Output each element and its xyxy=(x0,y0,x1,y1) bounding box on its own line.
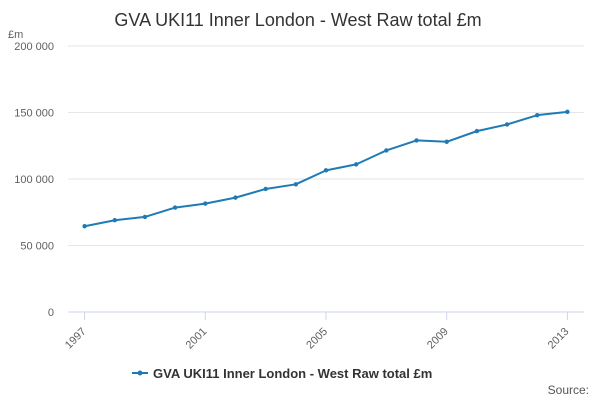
y-tick-label: 100 000 xyxy=(14,174,54,186)
series-layer xyxy=(82,109,570,229)
y-tick-label: 50 000 xyxy=(20,241,54,253)
data-point[interactable] xyxy=(444,139,449,144)
y-tick-label: 0 xyxy=(48,307,54,319)
legend[interactable]: GVA UKI11 Inner London - West Raw total … xyxy=(132,366,432,381)
x-tick-label: 2005 xyxy=(304,326,330,352)
data-point[interactable] xyxy=(233,195,238,200)
data-point[interactable] xyxy=(82,224,87,229)
data-point[interactable] xyxy=(142,214,148,220)
x-tick-label: 2001 xyxy=(184,326,210,352)
data-point[interactable] xyxy=(504,122,510,127)
legend-label[interactable]: GVA UKI11 Inner London - West Raw total … xyxy=(153,366,432,381)
axes: 0 50 000 100 000 150 000 200 000 1997 2001 2005… xyxy=(14,41,584,351)
legend-point-marker xyxy=(137,370,143,376)
data-point[interactable] xyxy=(172,205,178,210)
data-point[interactable] xyxy=(565,109,570,115)
data-point[interactable] xyxy=(474,128,480,134)
data-point[interactable] xyxy=(323,168,329,173)
y-tick-label: 200 000 xyxy=(14,41,54,53)
x-tick-label: 2009 xyxy=(425,326,451,352)
source-credit[interactable]: Source: xyxy=(548,383,589,397)
data-point[interactable] xyxy=(293,182,299,187)
data-point[interactable] xyxy=(414,138,419,143)
data-point[interactable] xyxy=(263,186,268,192)
chart-title: GVA UKI11 Inner London - West Raw total … xyxy=(114,10,481,30)
y-tick-label: 150 000 xyxy=(14,108,54,120)
data-point[interactable] xyxy=(384,148,389,153)
data-point[interactable] xyxy=(353,162,359,167)
data-point[interactable] xyxy=(203,201,208,206)
gridlines xyxy=(68,45,584,246)
x-tick-label: 2013 xyxy=(546,326,572,352)
x-tick-label: 1997 xyxy=(63,326,89,352)
data-point[interactable] xyxy=(535,112,540,118)
data-point[interactable] xyxy=(112,218,117,223)
y-axis-label: £m xyxy=(8,29,23,41)
